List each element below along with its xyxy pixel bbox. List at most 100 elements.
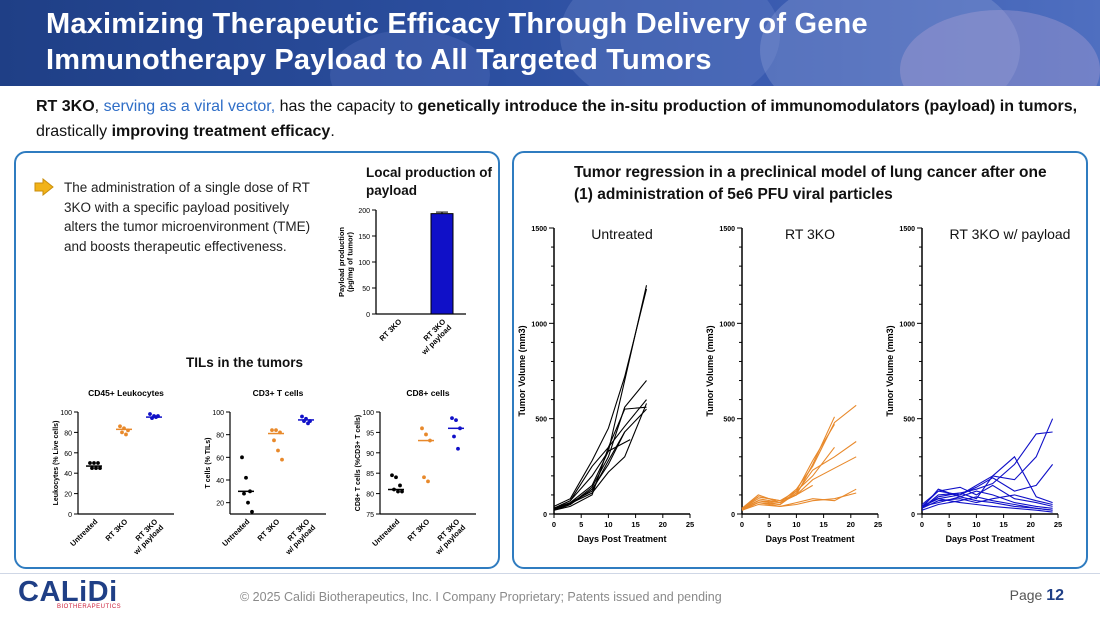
x-tick-label: 15	[999, 520, 1007, 529]
page-title: Maximizing Therapeutic Efficacy Through …	[46, 6, 1046, 78]
title-line-2: Immunotherapy Payload to All Targeted Tu…	[46, 44, 712, 76]
x-tick-label: RT 3KO	[378, 317, 404, 343]
series-line	[921, 418, 1054, 507]
calidi-logo: CALiDi	[18, 576, 118, 608]
series-line	[741, 488, 857, 511]
x-tick-label: 20	[1027, 520, 1035, 529]
x-tick-label: Untreated	[370, 517, 401, 548]
series-line	[553, 406, 647, 509]
title-line-1: Maximizing Therapeutic Efficacy Through …	[46, 8, 868, 40]
y-tick-label: 20	[64, 492, 72, 499]
x-tick-label: RT 3KO	[406, 517, 432, 543]
y-tick-label: 1500	[719, 226, 735, 233]
data-point	[92, 461, 96, 465]
tils-title: TILs in the tumors	[186, 355, 304, 370]
y-tick-label: 0	[731, 512, 735, 519]
y-tick-label: 60	[216, 455, 224, 462]
intro-bold-1: genetically introduce the in-situ produc…	[417, 98, 1078, 115]
x-axis-label: Days Post Treatment	[765, 534, 854, 544]
y-tick-label: 95	[366, 430, 374, 437]
x-tick-label: Untreated	[68, 517, 99, 548]
chart-title: RT 3KO	[785, 226, 835, 242]
y-tick-label: 200	[358, 208, 370, 215]
y-tick-label: 1000	[531, 321, 547, 328]
data-point	[124, 432, 128, 437]
series-line	[553, 399, 647, 511]
series-line	[921, 490, 1053, 509]
y-tick-label: 0	[68, 512, 72, 519]
y-tick-label: 50	[362, 286, 370, 293]
y-tick-label: 40	[216, 478, 224, 485]
y-tick-label: 40	[64, 471, 72, 478]
x-tick-label: RT 3KO	[256, 517, 282, 543]
right-panel	[512, 151, 1088, 569]
x-tick-label-text: RT 3KO	[256, 517, 282, 543]
y-tick-label: 100	[358, 260, 370, 267]
y-axis-label: CD8+ T cells (%CD3+ T cells)	[355, 415, 362, 511]
series-line	[921, 488, 1053, 511]
data-point	[90, 466, 94, 470]
x-tick-label: 5	[947, 520, 951, 529]
series-line	[741, 492, 857, 510]
series-line	[553, 431, 626, 511]
page-number-value: 12	[1046, 587, 1064, 604]
x-tick-label: RT 3KOw/ payload	[427, 517, 467, 557]
chart-title: Untreated	[591, 226, 652, 242]
data-point	[242, 491, 246, 496]
data-point	[246, 500, 250, 505]
series-line	[921, 431, 1053, 509]
y-tick-label: 500	[723, 417, 735, 424]
rt3ko-growth-chart: 0 500 1000 1500 0 5 10 15 20 25 Days Post Treatmen…	[705, 226, 882, 544]
data-point	[422, 475, 426, 480]
y-tick-label: 1500	[899, 226, 915, 233]
data-point	[424, 432, 428, 437]
chart-title: RT 3KO w/ payload	[950, 226, 1071, 242]
y-axis-label: Payload production(pg/mg of tumor)	[337, 227, 354, 297]
x-tick-label: RT 3KOw/ payload	[277, 517, 317, 557]
x-tick-label-text: RT 3KOw/ payload	[427, 517, 467, 557]
y-tick-label: 500	[903, 417, 915, 424]
series-line	[553, 439, 631, 509]
x-tick-label: 20	[847, 520, 855, 529]
data-point	[148, 412, 152, 416]
cd3-scatter-chart: CD3+ T cells 20 40 60 80 100 T cells (% TILs) U…	[205, 388, 326, 557]
y-axis-label: Tumor Volume (mm3)	[705, 325, 715, 416]
series-line	[553, 403, 648, 510]
x-tick-label-text: RT 3KOw/ payload	[125, 517, 165, 557]
x-tick-label: 5	[579, 520, 583, 529]
data-point	[420, 426, 424, 431]
series-line	[553, 288, 648, 507]
x-tick-label-text: RT 3KO	[406, 517, 432, 543]
series-line	[921, 494, 1053, 509]
payload-growth-chart: 0 500 1000 1500 0 5 10 15 20 25 Days Post Treatmen…	[885, 226, 1071, 544]
x-tick-label-text: RT 3KOw/ payload	[277, 517, 317, 557]
y-tick-label: 150	[358, 234, 370, 241]
y-tick-label: 100	[60, 410, 72, 417]
data-point	[452, 434, 456, 439]
data-point	[94, 466, 98, 470]
y-tick-label: 0	[366, 312, 370, 319]
series-line	[921, 455, 1053, 509]
calidi-logo-sub: BIOTHERAPEUTICS	[57, 604, 122, 610]
data-point	[300, 414, 304, 419]
y-tick-label: 80	[216, 433, 224, 440]
data-point	[88, 461, 92, 465]
data-point	[426, 479, 430, 484]
y-tick-label: 0	[911, 512, 915, 519]
y-tick-label: 85	[366, 471, 374, 478]
footer-divider	[0, 573, 1100, 574]
data-point	[118, 424, 122, 429]
data-point	[96, 461, 100, 465]
series-line	[741, 404, 857, 509]
page-label: Page	[1009, 587, 1043, 603]
data-point	[400, 489, 404, 494]
copyright-footer: © 2025 Calidi Biotherapeutics, Inc. I Co…	[240, 590, 722, 604]
data-point	[250, 509, 254, 514]
data-point	[396, 489, 400, 494]
y-tick-label: 80	[64, 430, 72, 437]
untreated-growth-chart: 0 500 1000 1500 0 5 10 15 20 25 Days Post Treatmen…	[517, 226, 694, 544]
left-panel	[14, 151, 500, 569]
intro-paragraph: RT 3KO, serving as a viral vector, has t…	[36, 94, 1086, 144]
x-tick-label: 0	[920, 520, 924, 529]
data-point	[274, 428, 278, 433]
